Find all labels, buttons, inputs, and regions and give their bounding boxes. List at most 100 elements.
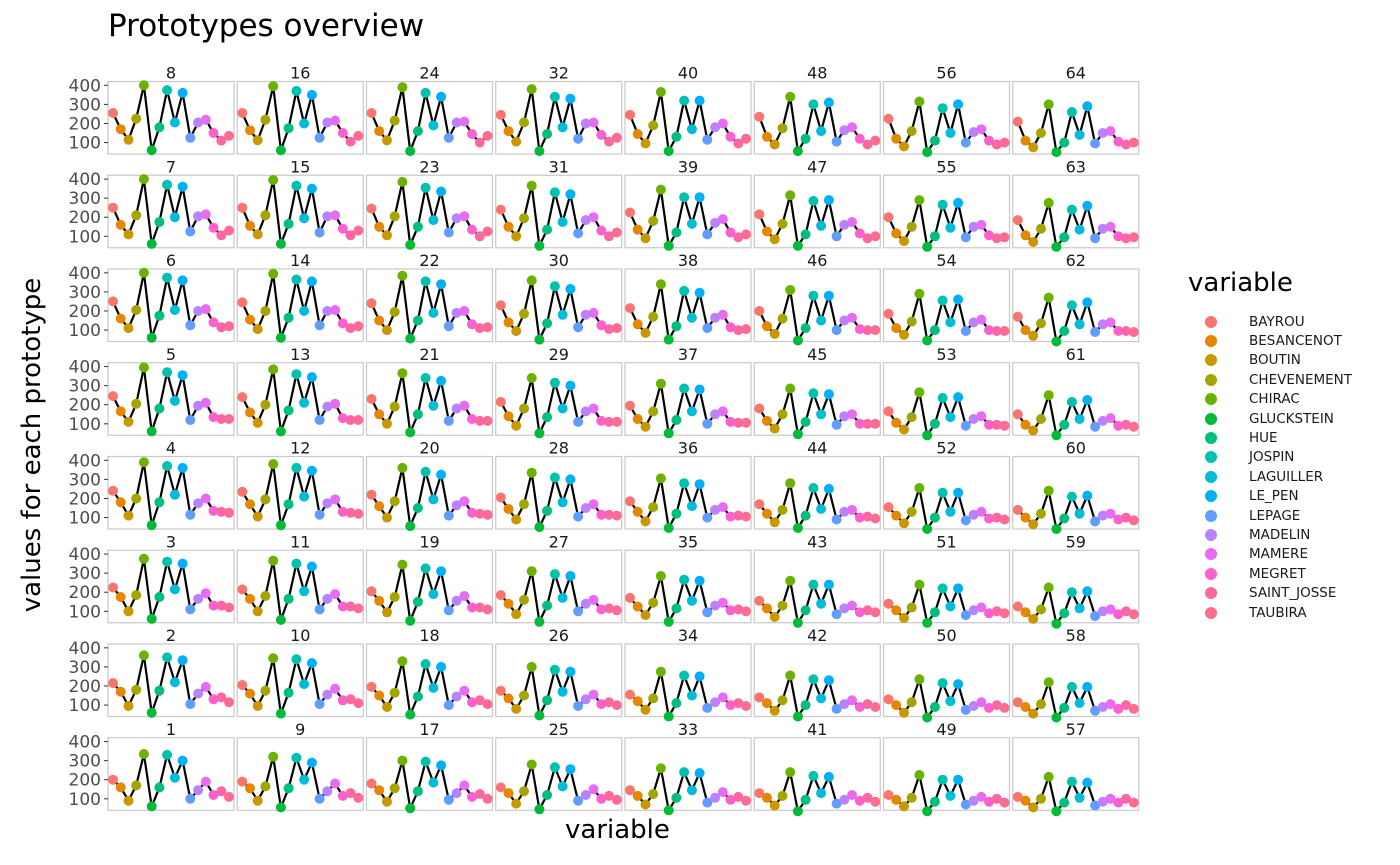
facet-panel: 24	[365, 64, 494, 157]
data-point	[1113, 514, 1124, 525]
data-point	[237, 680, 248, 690]
data-point	[345, 694, 356, 705]
data-point	[754, 692, 765, 703]
panel-border	[107, 643, 235, 718]
data-point	[984, 608, 994, 619]
data-point	[115, 497, 126, 508]
facet-panel: 27	[495, 532, 623, 627]
panel-strip-label: 10	[290, 626, 310, 645]
data-point	[389, 496, 400, 507]
facet-panel: 58	[1012, 626, 1140, 723]
data-point	[922, 617, 933, 628]
data-point	[146, 238, 157, 249]
data-point	[953, 679, 964, 690]
prototype-line	[758, 387, 876, 436]
data-point	[451, 403, 462, 414]
data-point	[138, 362, 149, 373]
data-point	[945, 412, 956, 423]
legend-label: LE_PEN	[1249, 488, 1299, 505]
data-point	[671, 415, 682, 425]
data-point	[1036, 604, 1046, 615]
data-point	[389, 401, 400, 412]
data-point	[1097, 702, 1108, 712]
data-point	[260, 210, 271, 221]
data-point	[428, 307, 439, 318]
data-point	[1113, 609, 1124, 620]
data-point	[275, 238, 286, 249]
data-point	[686, 406, 697, 417]
data-point	[1128, 232, 1139, 243]
data-point	[671, 698, 682, 709]
data-point	[632, 506, 643, 517]
data-point	[177, 181, 188, 192]
data-point	[725, 511, 736, 522]
data-point	[443, 794, 454, 805]
legend-label: MEGRET	[1249, 565, 1306, 582]
data-point	[208, 317, 219, 328]
legend-swatch	[1205, 412, 1217, 425]
data-point	[702, 797, 713, 808]
data-point	[769, 234, 780, 245]
data-point	[906, 792, 917, 803]
facet-panel: 22	[365, 251, 494, 344]
prototype-line	[887, 199, 1005, 248]
data-point	[580, 309, 591, 320]
data-point	[891, 605, 902, 616]
data-point	[1066, 491, 1077, 502]
data-point	[154, 217, 165, 227]
data-point	[717, 406, 728, 417]
legend: variable BAYROU BESANCENOT BOUTIN CHEVENEME…	[1188, 268, 1393, 622]
panel-strip-label: 28	[549, 439, 569, 458]
data-point	[733, 604, 744, 615]
legend-title: variable	[1188, 268, 1293, 298]
data-point	[224, 130, 234, 141]
data-point	[353, 792, 364, 803]
data-point	[549, 281, 560, 292]
data-point	[1028, 330, 1039, 341]
data-point	[169, 117, 180, 128]
data-point	[1090, 800, 1101, 811]
data-point	[451, 500, 462, 511]
prototype-line	[499, 279, 617, 341]
legend-item: GLUCKSTEIN	[1188, 409, 1393, 428]
data-point	[1128, 797, 1139, 808]
data-point	[1128, 137, 1139, 148]
data-point	[268, 459, 279, 470]
data-point	[216, 506, 227, 517]
facet-panel: 37	[624, 345, 752, 439]
data-point	[208, 412, 219, 423]
panel-strip-label: 62	[1066, 251, 1086, 270]
data-point	[237, 297, 248, 308]
data-point	[495, 204, 506, 215]
data-point	[702, 418, 713, 429]
data-point	[710, 504, 721, 515]
data-point	[291, 369, 302, 380]
data-point	[999, 232, 1010, 243]
data-point	[420, 466, 431, 477]
data-point	[588, 212, 599, 223]
data-point	[549, 472, 560, 483]
data-point	[588, 689, 599, 700]
data-point	[154, 403, 165, 414]
facet-panel: 26	[495, 626, 623, 721]
facet-panel: 59	[1012, 532, 1140, 629]
data-point	[115, 406, 126, 417]
facet-panel: 28	[495, 439, 623, 533]
prototype-line	[499, 471, 617, 529]
data-point	[960, 799, 971, 810]
facet-panel: 55	[882, 157, 1011, 252]
data-point	[306, 658, 317, 669]
prototype-line	[241, 755, 359, 809]
legend-swatch	[1205, 373, 1217, 386]
data-point	[679, 95, 690, 106]
data-point	[299, 306, 310, 316]
data-point	[1059, 137, 1070, 148]
data-point	[260, 781, 271, 792]
data-point	[573, 606, 584, 617]
data-point	[467, 319, 477, 330]
panel-border	[882, 455, 1011, 530]
data-point	[976, 506, 987, 517]
panel-strip-label: 49	[936, 720, 956, 739]
data-point	[268, 175, 279, 185]
